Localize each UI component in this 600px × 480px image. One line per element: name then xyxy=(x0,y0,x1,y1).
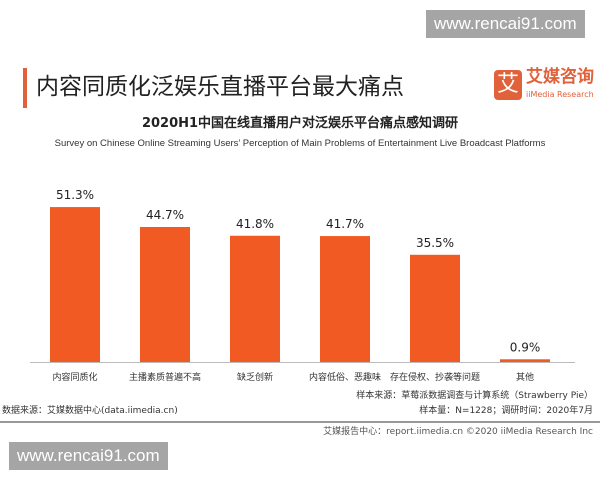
data-label: 35.5% xyxy=(416,236,454,250)
bar xyxy=(50,207,100,362)
bar xyxy=(230,235,280,362)
report-credit: 艾媒报告中心：report.iimedia.cn ©2020 iiMedia R… xyxy=(323,427,593,437)
data-label: 0.9% xyxy=(510,340,541,354)
data-label: 44.7% xyxy=(146,208,184,222)
footer-divider xyxy=(0,421,600,423)
watermark-top: www.rencai91.com xyxy=(426,10,585,39)
data-source: 数据来源：艾媒数据中心(data.iimedia.cn) xyxy=(2,406,178,416)
category-label: 内容低俗、恶趣味 xyxy=(309,371,381,383)
chart-subtitle: Survey on Chinese Online Streaming Users… xyxy=(54,138,546,149)
logo-cn: 艾媒咨询 xyxy=(526,67,594,87)
logo-en: iiMedia Research xyxy=(526,90,594,99)
page-title: 内容同质化泛娱乐直播平台最大痛点 xyxy=(36,74,404,100)
chart-title: 2020H1中国在线直播用户对泛娱乐平台痛点感知调研 xyxy=(141,116,459,131)
category-label: 主播素质普遍不高 xyxy=(129,371,201,383)
title-accent-bar xyxy=(23,68,27,108)
category-label: 缺乏创新 xyxy=(237,371,273,383)
category-label: 内容同质化 xyxy=(52,371,97,383)
data-label: 51.3% xyxy=(56,188,94,202)
sample-source: 样本来源：草莓派数据调查与计算系统（Strawberry Pie） xyxy=(356,391,593,401)
bar xyxy=(320,236,370,362)
category-label: 存在侵权、抄袭等问题 xyxy=(390,371,480,383)
data-label: 41.7% xyxy=(326,217,364,231)
sample-size: 样本量：N=1228；调研时间：2020年7月 xyxy=(419,406,593,416)
bar xyxy=(500,359,550,362)
bar xyxy=(410,254,460,362)
data-label: 41.8% xyxy=(236,217,274,231)
bar xyxy=(140,227,190,362)
watermark-bottom: www.rencai91.com xyxy=(9,442,168,471)
logo-icon: 艾 xyxy=(494,70,522,100)
category-label: 其他 xyxy=(516,371,534,383)
